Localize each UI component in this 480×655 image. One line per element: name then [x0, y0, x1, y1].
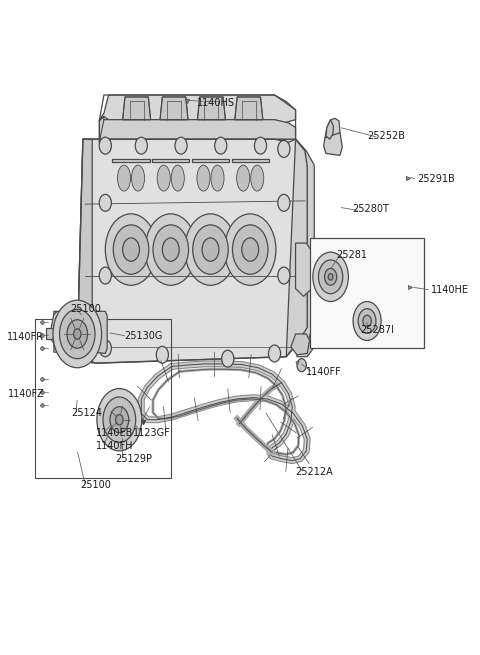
- Circle shape: [145, 214, 196, 286]
- Text: 25252B: 25252B: [368, 131, 406, 141]
- Polygon shape: [49, 311, 99, 352]
- Circle shape: [268, 345, 281, 362]
- Circle shape: [99, 137, 111, 154]
- Circle shape: [278, 267, 290, 284]
- Circle shape: [99, 340, 111, 357]
- Polygon shape: [95, 311, 107, 354]
- Circle shape: [175, 137, 187, 154]
- Circle shape: [202, 238, 219, 261]
- Text: 25124: 25124: [71, 408, 102, 419]
- Text: 25100: 25100: [70, 305, 101, 314]
- Circle shape: [99, 195, 111, 212]
- Circle shape: [185, 214, 236, 286]
- Polygon shape: [326, 120, 334, 139]
- Polygon shape: [112, 159, 150, 162]
- Circle shape: [116, 415, 123, 425]
- Polygon shape: [316, 259, 346, 291]
- Text: 1140FZ: 1140FZ: [8, 389, 44, 399]
- Ellipse shape: [171, 165, 184, 191]
- Text: 1140HE: 1140HE: [431, 285, 469, 295]
- Circle shape: [73, 329, 81, 339]
- Polygon shape: [152, 159, 190, 162]
- Circle shape: [113, 225, 149, 274]
- Text: 25291B: 25291B: [417, 174, 455, 185]
- Polygon shape: [231, 159, 269, 162]
- Circle shape: [363, 315, 372, 327]
- Circle shape: [324, 269, 336, 286]
- Circle shape: [353, 301, 381, 341]
- Ellipse shape: [132, 165, 144, 191]
- Polygon shape: [235, 97, 263, 120]
- Ellipse shape: [118, 165, 131, 191]
- Circle shape: [122, 238, 140, 261]
- Circle shape: [53, 300, 102, 367]
- Circle shape: [358, 309, 376, 333]
- Circle shape: [110, 407, 129, 433]
- Circle shape: [103, 397, 136, 442]
- Circle shape: [162, 238, 179, 261]
- Polygon shape: [99, 117, 296, 142]
- Text: 25129P: 25129P: [115, 454, 152, 464]
- Text: 1140FR: 1140FR: [7, 332, 44, 343]
- Circle shape: [242, 238, 259, 261]
- Circle shape: [156, 346, 168, 364]
- Text: 1140EB: 1140EB: [96, 428, 133, 438]
- Ellipse shape: [251, 165, 264, 191]
- Polygon shape: [296, 243, 316, 296]
- Polygon shape: [192, 159, 229, 162]
- Text: 25287I: 25287I: [360, 325, 395, 335]
- Text: 25281: 25281: [336, 250, 367, 260]
- Polygon shape: [122, 97, 151, 120]
- Text: 1123GF: 1123GF: [133, 428, 171, 438]
- Circle shape: [254, 137, 266, 154]
- Circle shape: [278, 140, 290, 157]
- Text: 1140FH: 1140FH: [96, 441, 133, 451]
- Polygon shape: [291, 334, 310, 355]
- Circle shape: [297, 359, 306, 371]
- Circle shape: [222, 350, 234, 367]
- Circle shape: [153, 225, 189, 274]
- Circle shape: [225, 214, 276, 286]
- Circle shape: [105, 214, 157, 286]
- Text: 25130G: 25130G: [124, 331, 163, 341]
- Circle shape: [232, 225, 268, 274]
- Text: 1140HS: 1140HS: [197, 98, 235, 109]
- Ellipse shape: [197, 165, 210, 191]
- Polygon shape: [99, 95, 296, 123]
- Circle shape: [193, 225, 228, 274]
- Bar: [35, 319, 171, 478]
- Circle shape: [278, 195, 290, 212]
- Circle shape: [328, 274, 333, 280]
- Ellipse shape: [211, 165, 224, 191]
- Bar: [310, 238, 424, 348]
- Polygon shape: [197, 97, 226, 120]
- Circle shape: [99, 267, 111, 284]
- Ellipse shape: [157, 165, 170, 191]
- Circle shape: [135, 137, 147, 154]
- Ellipse shape: [237, 165, 250, 191]
- Circle shape: [67, 320, 87, 348]
- Circle shape: [215, 137, 227, 154]
- Polygon shape: [325, 119, 340, 144]
- Text: 25280T: 25280T: [352, 204, 389, 214]
- Polygon shape: [297, 324, 314, 357]
- Polygon shape: [54, 311, 96, 352]
- Text: 1140FF: 1140FF: [306, 367, 341, 377]
- Circle shape: [313, 252, 348, 301]
- Circle shape: [318, 260, 343, 293]
- Polygon shape: [286, 139, 314, 357]
- Polygon shape: [47, 328, 59, 339]
- Polygon shape: [160, 97, 188, 120]
- Text: 25212A: 25212A: [295, 466, 333, 477]
- Polygon shape: [324, 133, 342, 155]
- Text: 25100: 25100: [81, 479, 111, 490]
- Circle shape: [60, 309, 95, 359]
- Circle shape: [97, 388, 142, 451]
- Polygon shape: [78, 139, 307, 364]
- Polygon shape: [77, 139, 92, 364]
